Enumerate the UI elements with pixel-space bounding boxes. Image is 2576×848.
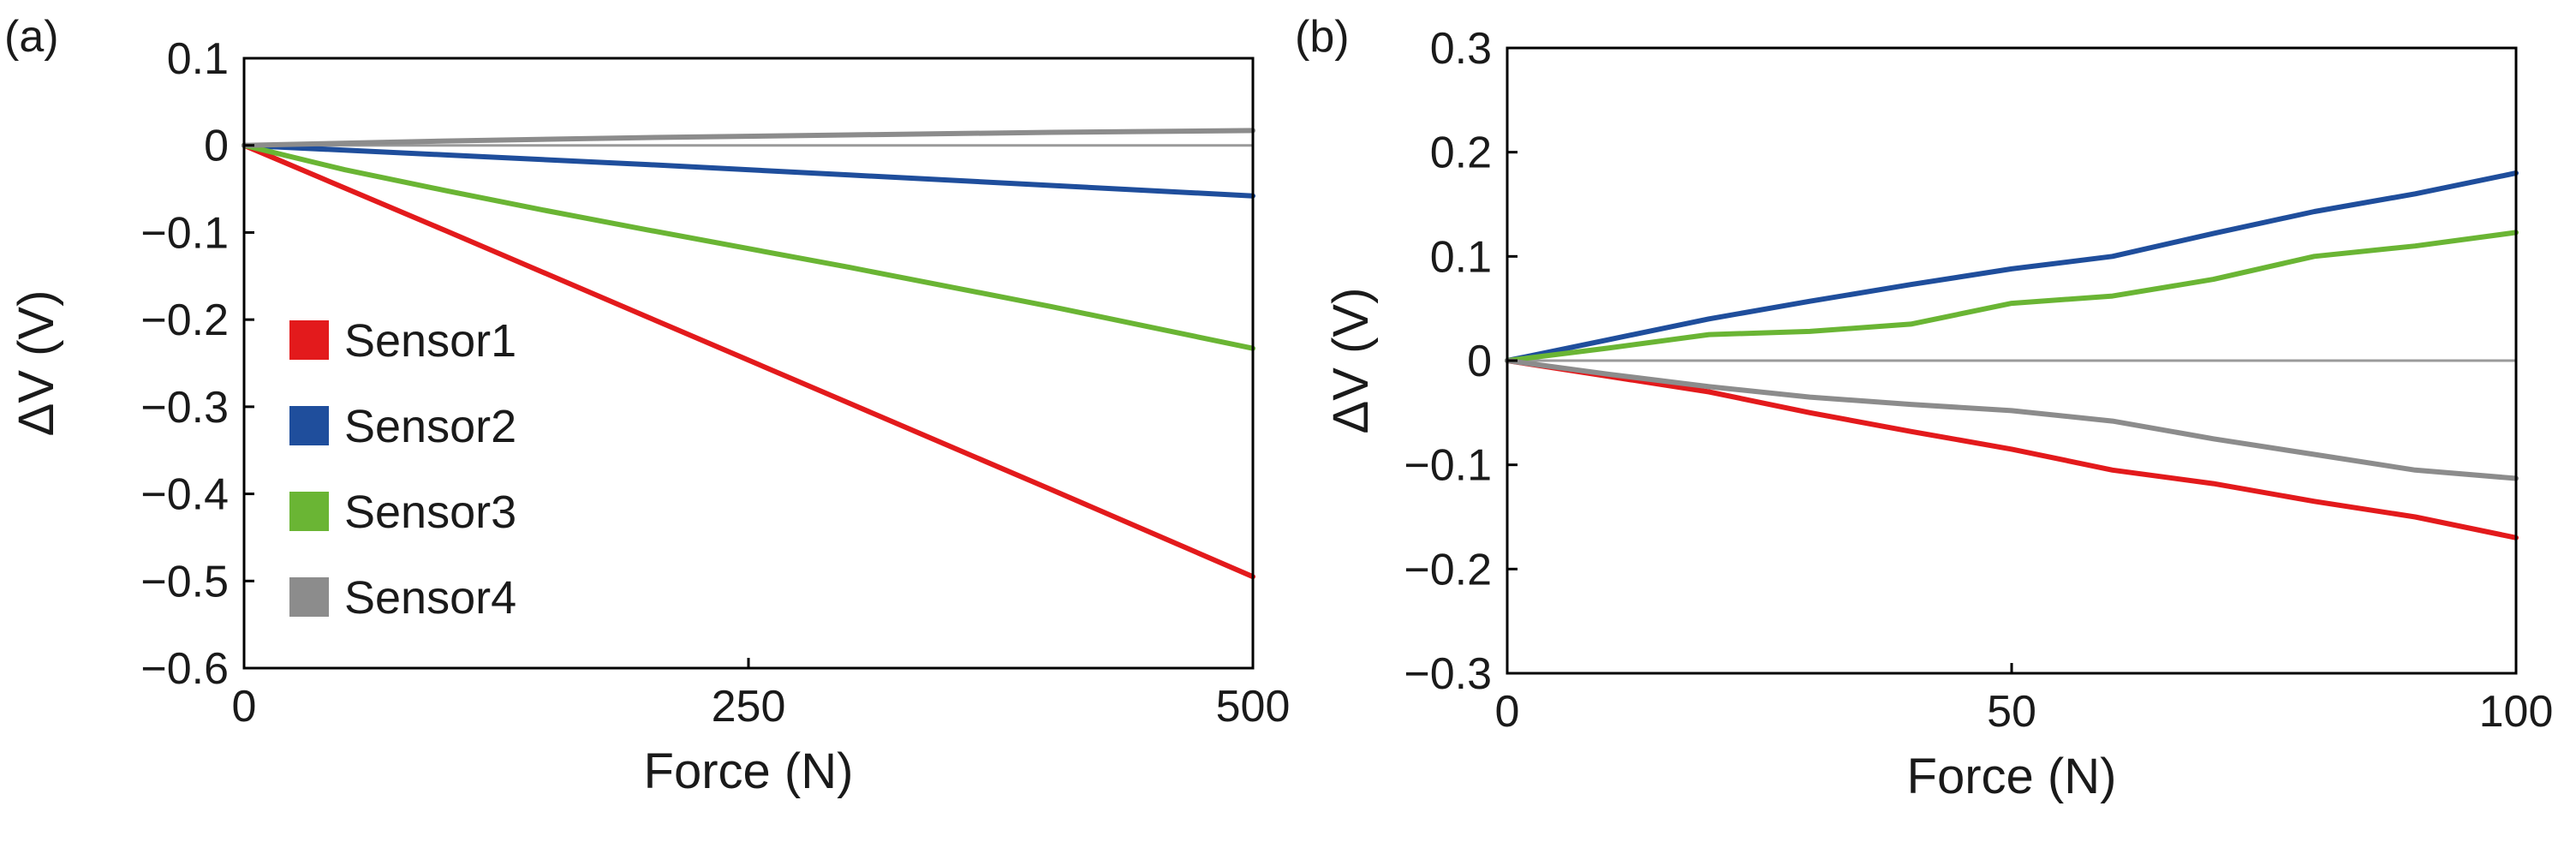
series-group-b xyxy=(1505,170,2519,540)
axis-ticks-a: 0.10−0.1−0.2−0.3−0.4−0.5−0.60 250 500 xyxy=(140,34,1290,732)
x-tick-label: 0 xyxy=(1495,687,1520,737)
y-tick-label: −0.4 xyxy=(140,470,229,520)
legend: Sensor1 Sensor2 Sensor3 Sensor4 xyxy=(289,315,516,624)
axis-ticks-b: 0.30.20.10−0.1−0.2−0.30 50 100 xyxy=(1404,24,2553,737)
panel-a: (a) 0.10−0.1−0.2−0.3−0.4−0.5−0.60 250 500 … xyxy=(4,12,1290,799)
y-tick-label: −0.3 xyxy=(1404,649,1492,699)
legend-swatch-sensor3 xyxy=(289,492,329,531)
series-line-sensor4-b xyxy=(1505,358,2519,481)
y-tick-label: −0.2 xyxy=(1404,545,1492,594)
series-line-sensor2-b xyxy=(1505,170,2519,363)
y-tick-label: −0.2 xyxy=(140,296,229,345)
legend-label-sensor3: Sensor3 xyxy=(344,487,516,538)
y-axis-title-b: ΔV (V) xyxy=(1323,288,1379,434)
series-line-sensor1-a xyxy=(242,142,1255,580)
legend-swatch-sensor1 xyxy=(289,320,329,360)
y-tick-label: 0 xyxy=(204,122,229,171)
y-tick-label: 0.1 xyxy=(1430,232,1492,282)
x-tick-label: 50 xyxy=(1987,687,2036,737)
y-tick-label: 0.3 xyxy=(1430,24,1492,74)
legend-label-sensor4: Sensor4 xyxy=(344,572,516,624)
y-tick-label: −0.5 xyxy=(140,557,229,606)
x-axis-title-b: Force (N) xyxy=(1907,749,2117,804)
series-line-sensor3-b xyxy=(1505,230,2519,363)
panel-label-a: (a) xyxy=(4,12,59,62)
legend-swatch-sensor2 xyxy=(289,406,329,445)
series-line-sensor3-a xyxy=(242,142,1255,351)
y-tick-label: −0.1 xyxy=(1404,441,1492,491)
series-group-a xyxy=(242,128,1255,580)
y-tick-label: −0.3 xyxy=(140,383,229,433)
series-line-sensor1-b xyxy=(1505,358,2519,540)
series-line-sensor2-a xyxy=(242,142,1255,199)
panel-label-b: (b) xyxy=(1295,12,1350,62)
x-tick-label: 0 xyxy=(232,682,257,732)
y-tick-label: −0.1 xyxy=(140,208,229,258)
legend-label-sensor2: Sensor2 xyxy=(344,401,516,452)
panel-b: (b) 0.30.20.10−0.1−0.2−0.30 50 100 Force (… xyxy=(1295,12,2553,804)
y-tick-label: 0 xyxy=(1467,337,1492,386)
x-tick-label: 250 xyxy=(712,682,786,732)
legend-swatch-sensor4 xyxy=(289,577,329,617)
x-axis-title-a: Force (N) xyxy=(644,743,854,799)
y-axis-title-a: ΔV (V) xyxy=(9,290,64,437)
x-tick-label: 100 xyxy=(2479,687,2554,737)
legend-label-sensor1: Sensor1 xyxy=(344,315,516,367)
series-line-sensor4-a xyxy=(242,128,1255,148)
y-tick-label: 0.2 xyxy=(1430,128,1492,178)
y-tick-label: 0.1 xyxy=(167,34,229,84)
y-tick-label: −0.6 xyxy=(140,644,229,694)
x-tick-label: 500 xyxy=(1216,682,1291,732)
